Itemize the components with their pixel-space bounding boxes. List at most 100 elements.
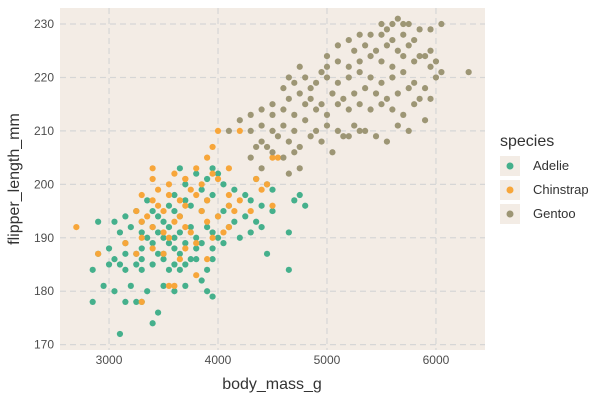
data-point — [269, 186, 276, 193]
data-point — [329, 90, 336, 97]
data-point — [198, 240, 205, 247]
data-point — [465, 69, 472, 76]
data-point — [144, 213, 151, 220]
data-point — [165, 181, 173, 188]
data-point — [182, 282, 189, 289]
data-point — [154, 186, 162, 193]
data-point — [400, 31, 407, 38]
data-point — [318, 138, 325, 145]
data-point — [269, 127, 276, 135]
data-point — [138, 191, 145, 199]
data-point — [438, 69, 445, 76]
data-point — [291, 111, 298, 118]
data-point — [389, 63, 396, 70]
data-point — [280, 106, 287, 113]
data-point — [225, 223, 233, 231]
data-point — [329, 149, 336, 156]
data-point — [204, 175, 211, 183]
y-tick-label: 230 — [34, 17, 54, 31]
data-point — [176, 197, 183, 204]
data-point — [154, 309, 162, 316]
data-point — [160, 207, 167, 215]
data-point — [427, 47, 434, 54]
data-point — [291, 79, 298, 86]
data-point — [432, 74, 440, 81]
data-point — [182, 223, 189, 231]
data-point — [160, 234, 167, 241]
data-point — [154, 202, 162, 209]
data-point — [421, 85, 429, 92]
data-point — [269, 154, 276, 161]
data-point — [247, 197, 254, 204]
data-point — [89, 298, 96, 306]
data-point — [285, 95, 292, 102]
legend-title: species — [500, 133, 554, 150]
data-point — [127, 282, 134, 289]
data-point — [236, 234, 243, 241]
x-tick-label: 4000 — [205, 353, 232, 367]
data-point — [122, 266, 129, 273]
data-point — [362, 127, 369, 135]
data-point — [165, 266, 173, 273]
data-point — [209, 256, 216, 263]
data-point — [111, 218, 118, 225]
data-point — [127, 223, 134, 231]
data-point — [253, 218, 260, 225]
plot-panel — [60, 8, 485, 350]
data-point — [171, 234, 178, 241]
data-point — [296, 90, 303, 97]
data-point — [182, 175, 189, 183]
data-point — [133, 298, 140, 306]
data-point — [154, 213, 162, 220]
data-point — [149, 223, 156, 231]
data-point — [356, 127, 363, 135]
data-point — [280, 154, 287, 161]
data-point — [383, 138, 391, 145]
y-tick-label: 200 — [34, 177, 54, 191]
data-point — [427, 26, 434, 33]
data-point — [204, 266, 211, 273]
data-point — [176, 256, 183, 263]
data-point — [111, 288, 118, 295]
data-point — [394, 15, 401, 22]
data-point — [165, 191, 173, 199]
data-point — [122, 240, 129, 247]
data-point — [383, 26, 391, 33]
data-point — [95, 218, 102, 225]
data-point — [367, 31, 374, 38]
data-point — [269, 111, 276, 118]
data-point — [160, 218, 167, 225]
data-point — [209, 245, 216, 252]
data-point — [182, 197, 189, 204]
data-point — [176, 250, 183, 257]
data-point — [236, 197, 243, 204]
data-point — [138, 266, 145, 273]
data-point — [138, 229, 145, 236]
data-point — [269, 207, 276, 215]
data-point — [160, 250, 167, 257]
legend: species Adelie Chinstrap Gentoo — [500, 133, 589, 224]
data-point — [285, 170, 292, 177]
data-point — [323, 111, 331, 118]
data-point — [400, 20, 407, 28]
data-point — [258, 122, 265, 129]
legend-label: Adelie — [533, 158, 569, 173]
data-point — [296, 143, 303, 151]
data-point — [411, 58, 418, 65]
data-point — [165, 223, 173, 231]
legend-items: Adelie Chinstrap Gentoo — [500, 156, 589, 224]
data-point — [334, 101, 341, 108]
data-point — [214, 213, 222, 220]
data-point — [247, 154, 254, 161]
data-point — [378, 58, 385, 65]
data-point — [138, 298, 145, 306]
data-point — [160, 229, 167, 236]
legend-label: Chinstrap — [533, 182, 589, 197]
x-tick-label: 6000 — [423, 353, 450, 367]
data-point — [193, 240, 200, 247]
data-point — [116, 229, 124, 236]
data-point — [307, 133, 314, 140]
data-point — [291, 127, 298, 135]
data-point — [296, 63, 303, 70]
data-point — [144, 288, 151, 295]
